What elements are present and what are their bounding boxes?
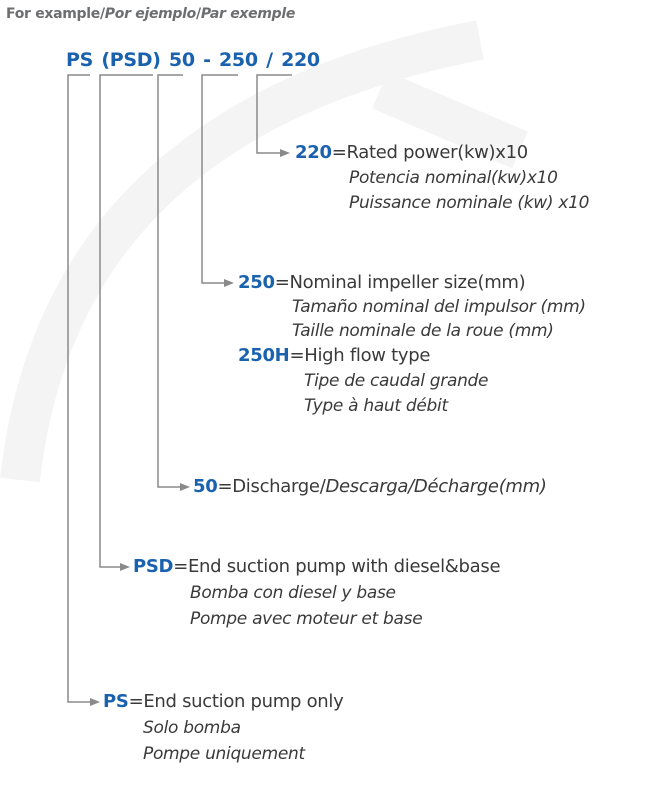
highflow-entry: 250H=High flow type bbox=[238, 345, 430, 366]
ps-fr: Pompe uniquement bbox=[143, 744, 305, 764]
code-ps: PS bbox=[66, 49, 94, 71]
key: 250 bbox=[238, 272, 275, 293]
bracket-impeller bbox=[201, 74, 238, 284]
code-power: 220 bbox=[281, 49, 320, 71]
watermark bbox=[0, 20, 528, 483]
header: For example/Por ejemplo/Par exemple bbox=[6, 6, 296, 22]
key: PSD bbox=[133, 556, 174, 577]
arrow-impeller bbox=[224, 279, 234, 287]
psd-fr: Pompe avec moteur et base bbox=[190, 609, 423, 629]
highflow-es: Tipe de caudal grande bbox=[304, 371, 489, 391]
bracket-ps bbox=[67, 74, 92, 703]
key: PS bbox=[103, 691, 129, 712]
ps-es: Solo bomba bbox=[143, 718, 241, 738]
header-es: Por ejemplo bbox=[104, 6, 196, 22]
bracket-power bbox=[256, 74, 292, 154]
power-entry: 220=Rated power(kw)x10 bbox=[295, 142, 528, 163]
arrow-power bbox=[280, 149, 290, 157]
impeller-entry: 250=Nominal impeller size(mm) bbox=[238, 272, 526, 293]
header-fr: Par exemple bbox=[200, 6, 296, 22]
desc: =End suction pump only bbox=[128, 691, 344, 712]
desc: =Discharge/ bbox=[217, 476, 326, 497]
impeller-fr: Taille nominale de la roue (mm) bbox=[292, 321, 554, 341]
arrow-ps bbox=[90, 698, 100, 706]
code-sep: - bbox=[203, 49, 211, 71]
bracket-discharge bbox=[157, 74, 183, 488]
psd-es: Bomba con diesel y base bbox=[190, 583, 396, 603]
bracket-psd bbox=[99, 74, 153, 568]
code-psd: (PSD) bbox=[101, 49, 161, 71]
highflow-fr: Type à haut débit bbox=[304, 396, 448, 416]
model-code: PS (PSD) 50 - 250 / 220 bbox=[66, 49, 322, 71]
desc: =End suction pump with diesel&base bbox=[173, 556, 501, 577]
discharge-entry: 50=Discharge/Descarga/Décharge(mm) bbox=[193, 476, 547, 497]
ps-entry: PS=End suction pump only bbox=[103, 691, 344, 712]
key: 50 bbox=[193, 476, 218, 497]
power-es: Potencia nominal(kw)x10 bbox=[349, 168, 558, 188]
code-discharge: 50 bbox=[168, 49, 195, 71]
code-impeller: 250 bbox=[219, 49, 258, 71]
impeller-es: Tamaño nominal del impulsor (mm) bbox=[292, 297, 586, 317]
desc: =High flow type bbox=[289, 345, 431, 366]
header-en: For example bbox=[6, 6, 100, 22]
desc: =Rated power(kw)x10 bbox=[331, 142, 528, 163]
key: 250H bbox=[238, 345, 290, 366]
code-sep: / bbox=[266, 49, 273, 71]
desc: =Nominal impeller size(mm) bbox=[274, 272, 526, 293]
power-fr: Puissance nominale (kw) x10 bbox=[349, 193, 590, 213]
discharge-es-fr: Descarga/Décharge(mm) bbox=[325, 476, 547, 497]
arrow-discharge bbox=[180, 483, 190, 491]
arrow-psd bbox=[120, 563, 130, 571]
psd-entry: PSD=End suction pump with diesel&base bbox=[133, 556, 501, 577]
key: 220 bbox=[295, 142, 332, 163]
